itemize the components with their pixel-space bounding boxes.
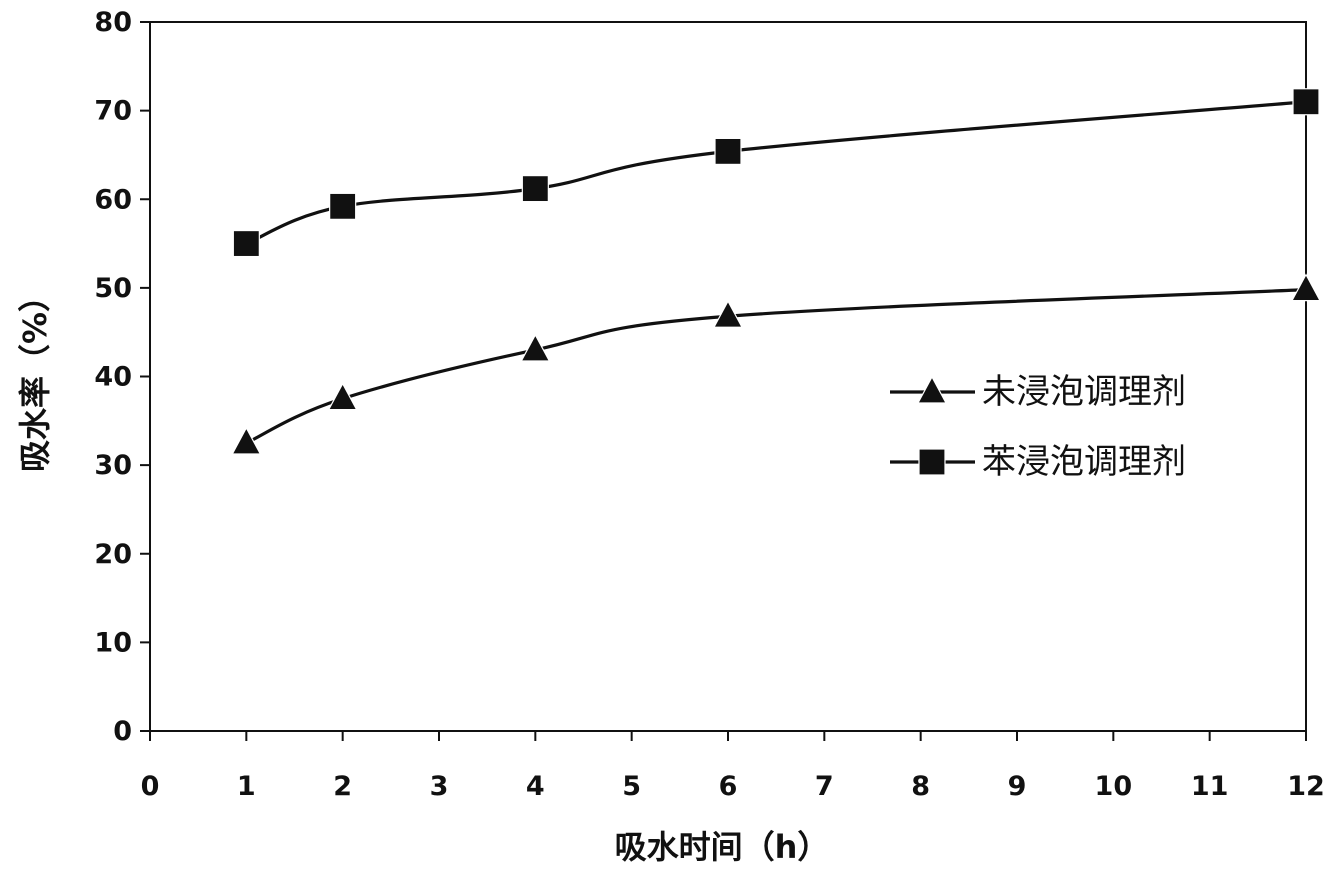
y-tick-label: 20 [94, 539, 132, 570]
y-tick-label: 10 [94, 627, 132, 658]
triangle-marker [327, 382, 358, 411]
legend-label: 未浸泡调理剂 [982, 372, 1186, 412]
x-tick-label: 3 [430, 771, 449, 802]
series-line [245, 288, 1307, 445]
x-tick-label: 10 [1095, 771, 1133, 802]
x-tick-label: 11 [1191, 771, 1229, 802]
y-tick-label: 50 [94, 273, 132, 304]
legend-item-0: 未浸泡调理剂 [890, 372, 1186, 412]
y-tick-label: 70 [94, 96, 132, 127]
x-tick-label: 1 [237, 771, 256, 802]
x-tick-label: 4 [526, 771, 545, 802]
x-tick-label: 5 [622, 771, 641, 802]
series-1 [232, 88, 1320, 258]
legend-marker [918, 448, 946, 476]
square-marker [714, 137, 742, 165]
triangle-marker [1290, 273, 1322, 302]
square-marker [329, 192, 357, 220]
legend-label: 苯浸泡调理剂 [982, 442, 1186, 482]
x-tick-label: 2 [333, 771, 352, 802]
x-tick-label: 8 [911, 771, 930, 802]
y-tick-label: 60 [94, 184, 132, 215]
triangle-marker [712, 299, 744, 328]
x-axis-title: 吸水时间（h） [615, 828, 830, 866]
y-axis-title: 吸水率（%） [16, 280, 54, 472]
square-marker [1292, 88, 1320, 116]
triangle-marker [520, 333, 551, 362]
x-tick-label: 9 [1008, 771, 1027, 802]
x-tick-label: 12 [1287, 771, 1325, 802]
x-tick-label: 0 [141, 771, 160, 802]
x-tick-label: 7 [815, 771, 834, 802]
y-tick-label: 0 [113, 716, 132, 747]
series-0 [231, 273, 1322, 455]
legend-marker [916, 375, 948, 404]
y-tick-label: 30 [94, 450, 132, 481]
y-tick-label: 40 [94, 362, 132, 393]
square-marker [232, 229, 260, 258]
legend-item-1: 苯浸泡调理剂 [890, 442, 1186, 482]
x-tick-label: 6 [719, 771, 738, 802]
series-layer [231, 88, 1322, 455]
y-tick-label: 80 [94, 7, 132, 38]
series-line [245, 100, 1307, 246]
square-marker [521, 175, 549, 203]
triangle-marker [231, 426, 262, 455]
